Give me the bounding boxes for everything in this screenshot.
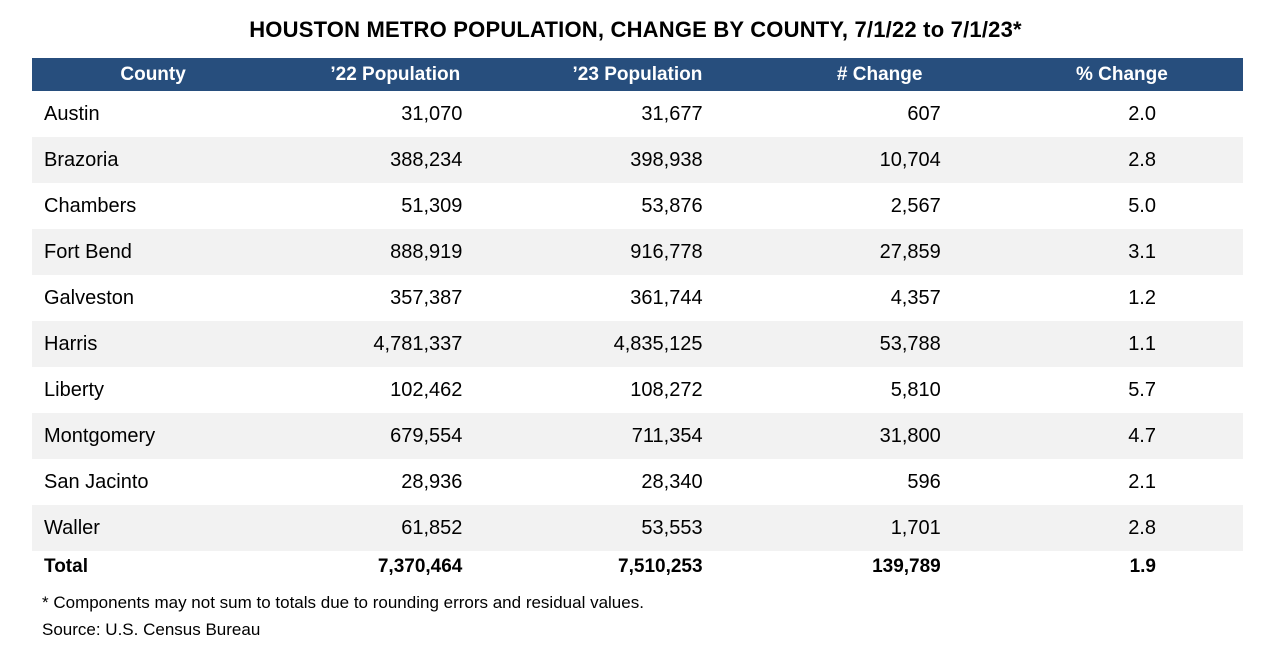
- cell-num-change: 31,800: [758, 413, 1001, 459]
- cell-num-change: 139,789: [758, 551, 1001, 583]
- header-pop22: ’22 Population: [274, 58, 517, 91]
- table-row: Austin 31,070 31,677 607 2.0: [32, 91, 1243, 137]
- cell-pop23: 711,354: [516, 413, 759, 459]
- cell-num-change: 27,859: [758, 229, 1001, 275]
- footnote-source: Source: U.S. Census Bureau: [42, 620, 261, 639]
- cell-county: Harris: [32, 321, 275, 367]
- cell-pop22: 679,554: [274, 413, 517, 459]
- total-row: Total 7,370,464 7,510,253 139,789 1.9: [32, 551, 1243, 583]
- cell-county: Fort Bend: [32, 229, 275, 275]
- header-county: County: [32, 58, 275, 91]
- cell-pct-change: 3.1: [1000, 229, 1243, 275]
- table-header: County ’22 Population ’23 Population # C…: [32, 58, 1243, 91]
- cell-pct-change: 2.8: [1000, 505, 1243, 551]
- cell-pct-change: 2.0: [1128, 102, 1156, 125]
- cell-pct-change: 1.2: [1128, 286, 1156, 309]
- table-row: Galveston 357,387 361,744 4,357 1.2: [32, 275, 1243, 321]
- cell-pop22: 388,234: [274, 137, 517, 183]
- cell-pop23: 916,778: [516, 229, 759, 275]
- cell-pop23: 28,340: [641, 470, 703, 493]
- cell-pct-change: 5.7: [1128, 378, 1156, 401]
- cell-num-change: 4,357: [890, 286, 941, 309]
- population-table: County ’22 Population ’23 Population # C…: [32, 58, 1243, 583]
- cell-num-change: 596: [907, 470, 941, 493]
- header-num-change: # Change: [758, 58, 1001, 91]
- cell-pop22: 7,370,464: [274, 551, 517, 583]
- table-body: Austin 31,070 31,677 607 2.0 Brazoria 388,234 3…: [32, 91, 1243, 583]
- cell-num-change: 10,704: [758, 137, 1001, 183]
- table-row: Harris 4,781,337 4,835,125 53,788 1.1: [32, 321, 1243, 367]
- cell-pop23: 7,510,253: [516, 551, 759, 583]
- cell-pop22: 4,781,337: [274, 321, 517, 367]
- cell-pop22: 357,387: [390, 286, 463, 309]
- cell-pct-change: 1.1: [1000, 321, 1243, 367]
- cell-pct-change: 5.0: [1128, 194, 1156, 217]
- cell-pop22: 51,309: [401, 194, 463, 217]
- cell-pct-change: 2.8: [1000, 137, 1243, 183]
- cell-county: Total: [32, 551, 275, 583]
- footnote-note: * Components may not sum to totals due t…: [42, 593, 644, 612]
- cell-pct-change: 2.1: [1128, 470, 1156, 493]
- cell-county: Austin: [44, 102, 100, 125]
- cell-pop23: 31,677: [641, 102, 703, 125]
- cell-pop23: 108,272: [630, 378, 703, 401]
- cell-pop22: 61,852: [274, 505, 517, 551]
- header-pct-change: % Change: [1000, 58, 1243, 91]
- cell-pop22: 31,070: [401, 102, 463, 125]
- cell-num-change: 607: [907, 102, 941, 125]
- cell-pct-change: 4.7: [1000, 413, 1243, 459]
- cell-num-change: 2,567: [890, 194, 941, 217]
- cell-pop23: 361,744: [630, 286, 703, 309]
- cell-county: Galveston: [44, 286, 135, 309]
- table-row: Montgomery 679,554 711,354 31,800 4.7: [32, 413, 1243, 459]
- cell-county: Liberty: [44, 378, 105, 401]
- cell-county: San Jacinto: [44, 470, 149, 493]
- header-pop23: ’23 Population: [516, 58, 759, 91]
- cell-pop23: 398,938: [516, 137, 759, 183]
- footnotes: * Components may not sum to totals due t…: [42, 589, 1271, 643]
- cell-pop23: 53,876: [641, 194, 703, 217]
- cell-pop23: 53,553: [516, 505, 759, 551]
- cell-pop23: 4,835,125: [516, 321, 759, 367]
- page-title: HOUSTON METRO POPULATION, CHANGE BY COUN…: [249, 17, 1022, 42]
- table-row: Waller 61,852 53,553 1,701 2.8: [32, 505, 1243, 551]
- cell-num-change: 53,788: [758, 321, 1001, 367]
- cell-pop22: 28,936: [401, 470, 463, 493]
- cell-pop22: 102,462: [390, 378, 463, 401]
- table-row: Liberty 102,462 108,272 5,810 5.7: [32, 367, 1243, 413]
- cell-county: Brazoria: [32, 137, 275, 183]
- table-row: San Jacinto 28,936 28,340 596 2.1: [32, 459, 1243, 505]
- cell-county: Montgomery: [32, 413, 275, 459]
- cell-pct-change: 1.9: [1000, 551, 1243, 583]
- table-row: Brazoria 388,234 398,938 10,704 2.8: [32, 137, 1243, 183]
- table-row: Fort Bend 888,919 916,778 27,859 3.1: [32, 229, 1243, 275]
- cell-num-change: 1,701: [758, 505, 1001, 551]
- cell-pop22: 888,919: [274, 229, 517, 275]
- table-row: Chambers 51,309 53,876 2,567 5.0: [32, 183, 1243, 229]
- cell-county: Waller: [32, 505, 275, 551]
- cell-num-change: 5,810: [890, 378, 941, 401]
- header-row: County ’22 Population ’23 Population # C…: [32, 58, 1243, 91]
- cell-county: Chambers: [44, 194, 137, 217]
